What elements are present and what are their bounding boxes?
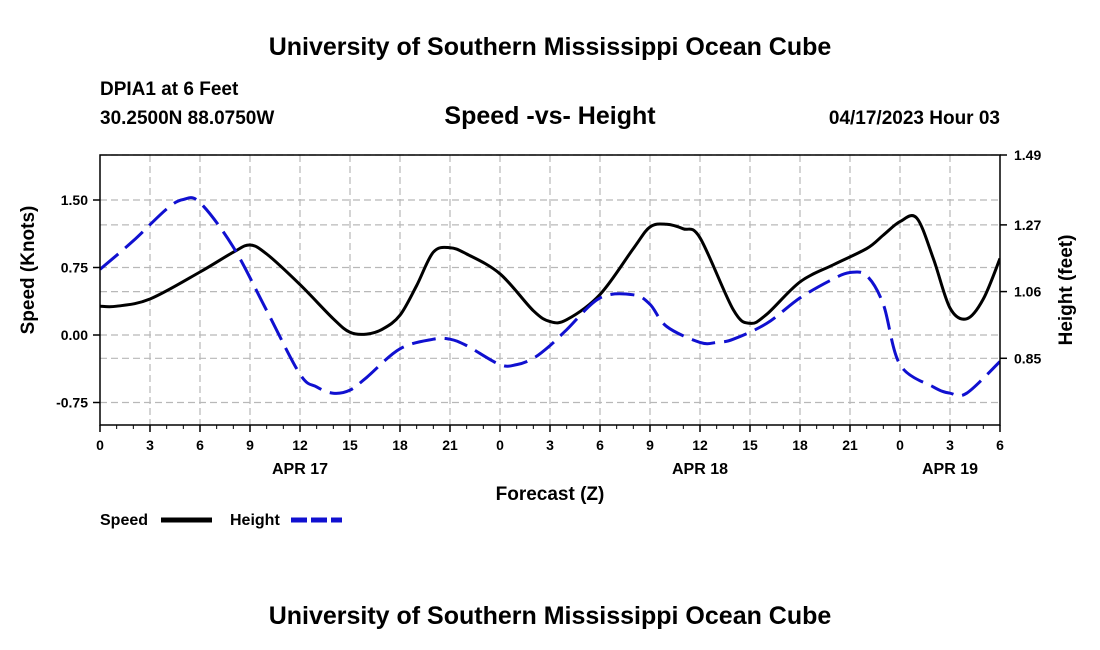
y-tick-label: 0.75 xyxy=(61,260,88,276)
x-tick-label: 15 xyxy=(342,437,358,453)
x-tick-label: 6 xyxy=(196,437,204,453)
x-tick-label: 0 xyxy=(96,437,104,453)
date-label: APR 17 xyxy=(272,461,328,478)
y-tick-label: 0.00 xyxy=(61,327,88,343)
y2-tick-label: 1.49 xyxy=(1014,147,1041,163)
x-tick-label: 18 xyxy=(392,437,408,453)
x-tick-label: 9 xyxy=(246,437,254,453)
x-tick-label: 3 xyxy=(146,437,154,453)
grid xyxy=(100,154,1000,425)
datetime-label: 04/17/2023 Hour 03 xyxy=(829,108,1000,129)
x-tick-label: 21 xyxy=(442,437,458,453)
x-tick-label: 12 xyxy=(292,437,308,453)
x-tick-label: 9 xyxy=(646,437,654,453)
series-line-height xyxy=(100,196,1000,398)
page-title: University of Southern Mississippi Ocean… xyxy=(269,33,832,61)
date-label: APR 19 xyxy=(922,461,978,478)
y2-tick-label: 1.06 xyxy=(1014,284,1041,300)
y-tick-label: 1.50 xyxy=(61,192,88,208)
location-label: 30.2500N 88.0750W xyxy=(100,108,274,129)
y-tick-label: -0.75 xyxy=(56,395,88,411)
x-tick-label: 6 xyxy=(596,437,604,453)
date-label: APR 18 xyxy=(672,461,728,478)
x-tick-label: 0 xyxy=(496,437,504,453)
x-tick-label: 18 xyxy=(792,437,808,453)
chart-title: Speed -vs- Height xyxy=(444,102,656,130)
x-tick-label: 21 xyxy=(842,437,858,453)
x-tick-label: 3 xyxy=(546,437,554,453)
x-tick-label: 6 xyxy=(996,437,1004,453)
footer-title: University of Southern Mississippi Ocean… xyxy=(269,602,832,630)
y2-tick-label: 1.27 xyxy=(1014,217,1041,233)
x-tick-label: 12 xyxy=(692,437,708,453)
y-axis-title: Speed (Knots) xyxy=(18,206,39,335)
legend: Speed Height xyxy=(100,512,342,529)
legend-label-height: Height xyxy=(230,512,280,529)
station-label: DPIA1 at 6 Feet xyxy=(100,79,239,100)
y2-axis-title: Height (feet) xyxy=(1056,235,1077,346)
y2-tick-label: 0.85 xyxy=(1014,350,1041,366)
legend-label-speed: Speed xyxy=(100,512,148,529)
x-tick-label: 0 xyxy=(896,437,904,453)
series-line-speed xyxy=(100,214,1000,336)
x-axis-title: Forecast (Z) xyxy=(496,484,605,505)
x-tick-label: 3 xyxy=(946,437,954,453)
x-tick-label: 15 xyxy=(742,437,758,453)
axes: 0 3 6 9 12 15 18 21 0 3 6 9 12 15 18 21 0 3 6 APR 17 APR 18 A… xyxy=(56,147,1041,478)
series-layer xyxy=(100,196,1000,398)
